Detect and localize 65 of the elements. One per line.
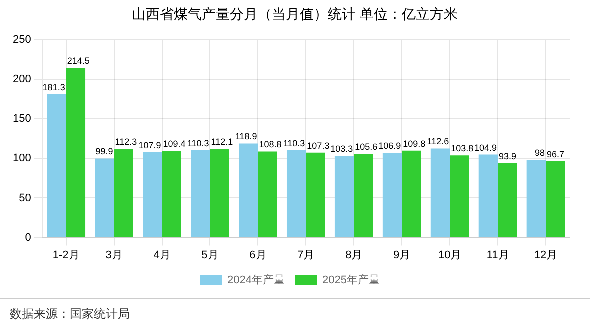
y-tick-label: 200: [12, 74, 32, 86]
y-tick-label: 250: [12, 34, 32, 46]
bar: [402, 150, 422, 238]
data-label: 105.6: [355, 142, 378, 152]
data-label: 214.5: [67, 56, 90, 66]
bar: [210, 149, 230, 238]
data-label: 107.3: [307, 140, 330, 151]
bar: [526, 160, 546, 238]
bar: [95, 158, 114, 238]
bar: [334, 156, 354, 238]
legend-label: 2024年产量: [228, 274, 286, 287]
data-label: 103.3: [330, 144, 354, 154]
x-tick-label: 11月: [486, 249, 510, 262]
bar: [450, 156, 470, 238]
data-label: 93.9: [499, 151, 517, 162]
x-tick-label: 3月: [106, 249, 123, 262]
data-label: 109.8: [403, 138, 426, 149]
data-label: 118.9: [235, 132, 258, 142]
data-label: 96.7: [547, 149, 565, 160]
bar: [239, 144, 258, 238]
x-tick-label: 9月: [394, 249, 411, 262]
bar: [258, 152, 278, 238]
data-label: 110.3: [283, 138, 306, 149]
data-label: 112.6: [427, 136, 450, 147]
bar: [66, 68, 86, 238]
y-tick-label: 150: [12, 113, 32, 126]
x-tick-label: 7月: [298, 249, 315, 262]
x-tick-label: 8月: [346, 249, 363, 262]
bar: [47, 94, 66, 238]
y-tick-label: 100: [12, 152, 32, 165]
data-label: 110.3: [187, 138, 210, 149]
x-tick-label: 12月: [534, 249, 558, 262]
bar: [143, 152, 162, 238]
data-label: 107.9: [138, 140, 162, 150]
x-tick-label: 1-2月: [52, 249, 80, 262]
x-tick-label: 4月: [154, 249, 171, 262]
x-tick-label: 5月: [202, 249, 219, 262]
bar: [162, 151, 182, 238]
data-label: 108.8: [259, 140, 282, 150]
data-label: 103.8: [451, 144, 474, 154]
bar: [354, 154, 374, 238]
data-label: 112.1: [211, 137, 234, 148]
bar: [498, 164, 518, 238]
data-label: 106.9: [378, 141, 402, 152]
data-label: 109.4: [163, 139, 186, 150]
bar: [286, 150, 306, 238]
data-label: 112.3: [115, 136, 138, 147]
x-tick-label: 6月: [250, 249, 267, 262]
data-label: 104.9: [474, 142, 498, 153]
bar: [478, 154, 498, 238]
x-tick-label: 10月: [438, 249, 462, 262]
legend-label: 2025年产量: [322, 274, 380, 287]
bar: [114, 148, 134, 238]
chart-title: 山西省煤气产量分月（当月值）统计 单位：亿立方米: [130, 6, 460, 24]
bar: [382, 153, 402, 238]
bar: [306, 152, 326, 238]
bar: [546, 161, 566, 238]
data-label: 98: [535, 148, 546, 158]
y-tick-label: 50: [19, 192, 32, 204]
bar: [191, 150, 210, 238]
source-note: 数据来源：国家统计局: [10, 306, 130, 323]
bar: [430, 148, 450, 238]
data-label: 181.3: [42, 82, 66, 92]
y-tick-label: 0: [25, 232, 32, 244]
data-label: 99.9: [96, 146, 114, 157]
